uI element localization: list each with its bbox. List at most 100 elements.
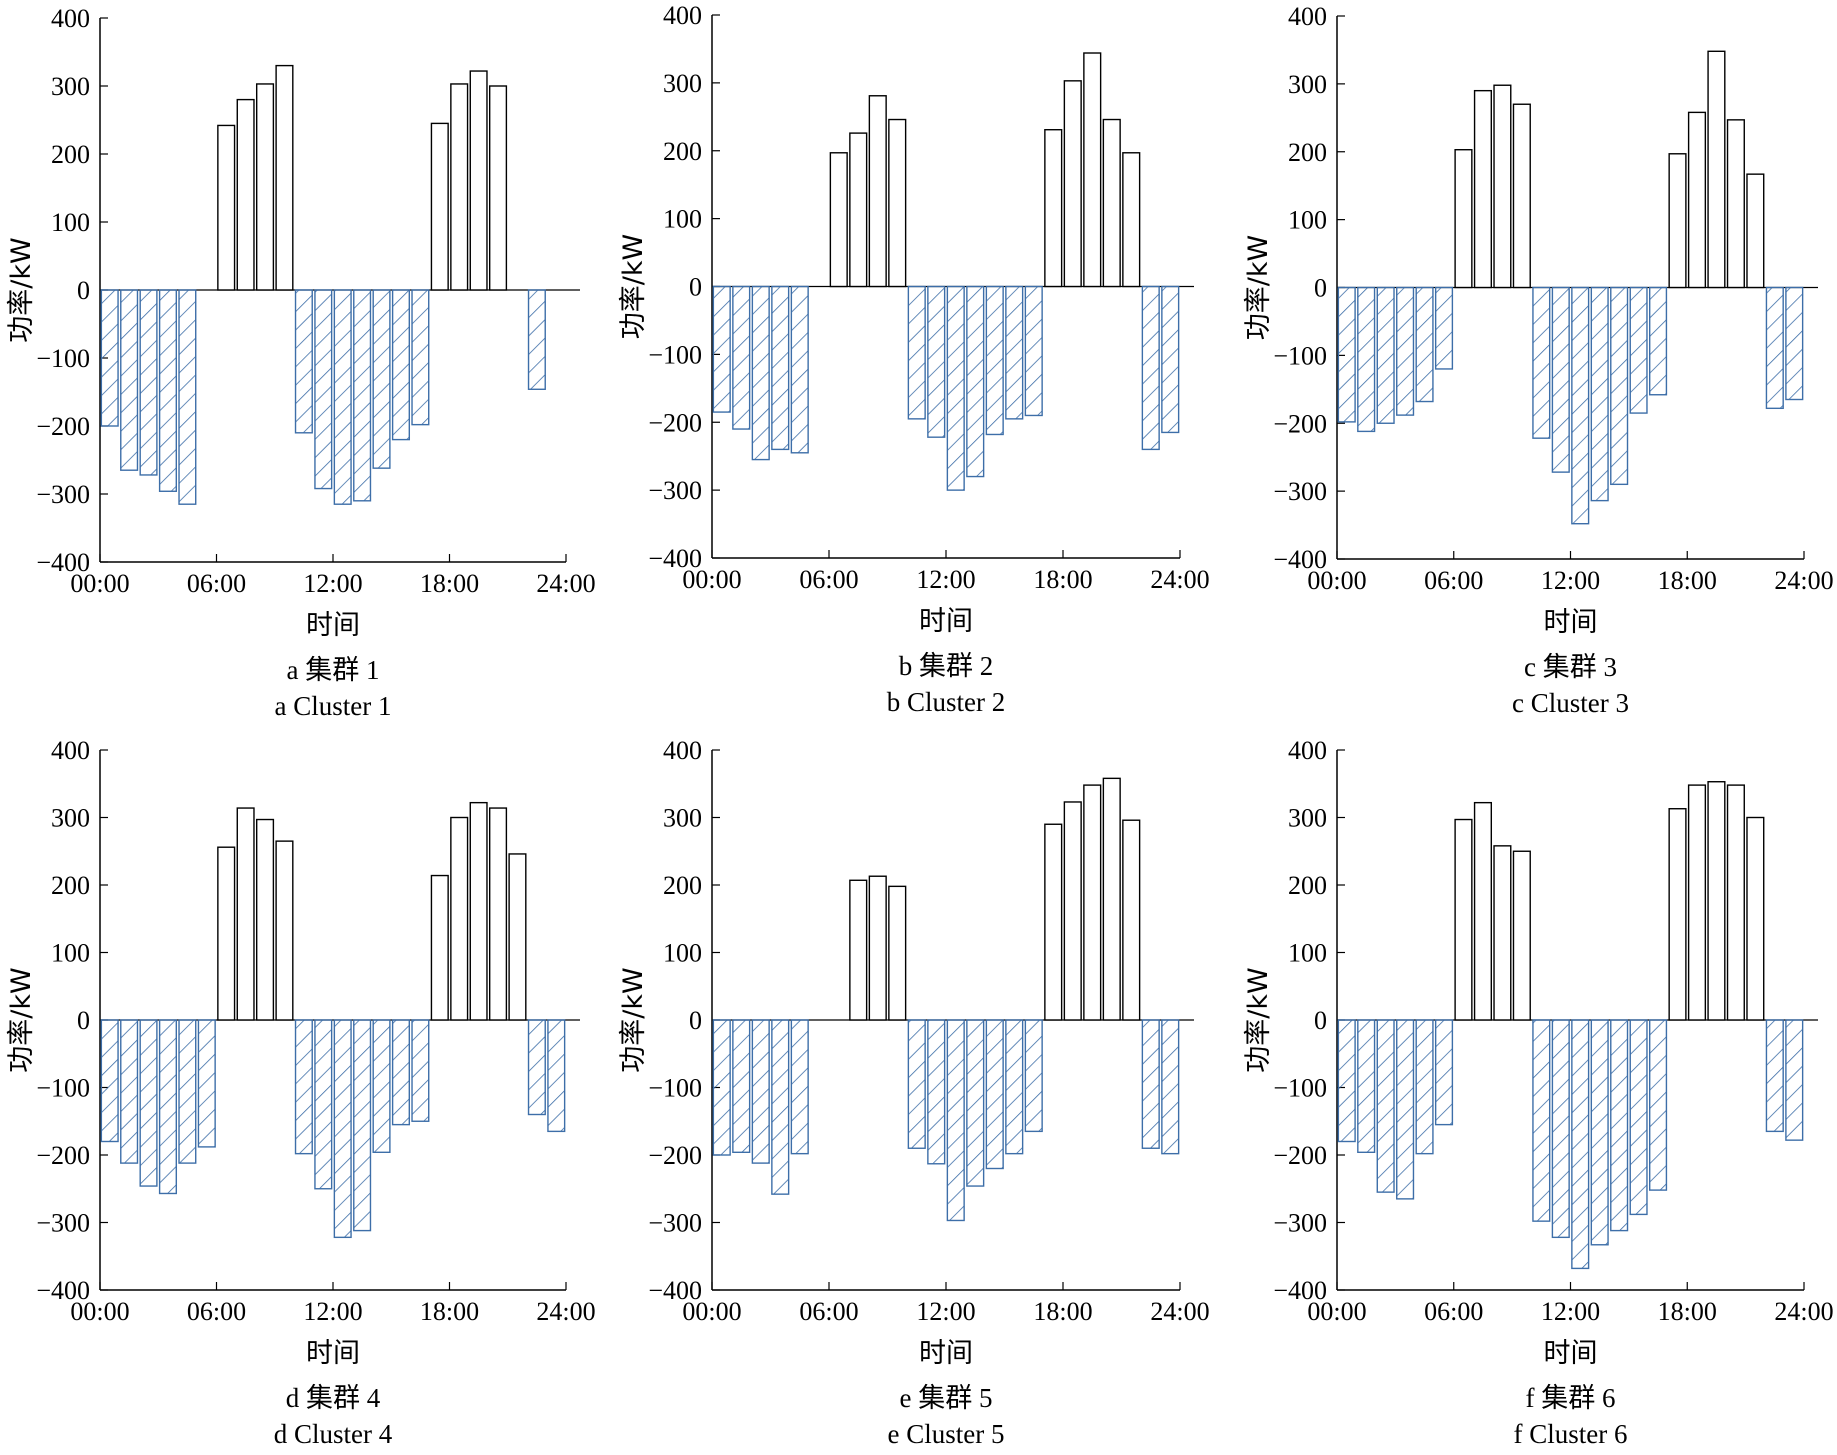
panel-caption-en: f Cluster 6 xyxy=(1514,1419,1628,1449)
x-tick-label: 12:00 xyxy=(303,569,362,598)
bar-negative xyxy=(907,1019,926,1149)
bar-negative xyxy=(1141,1019,1160,1149)
bar-negative xyxy=(712,285,731,413)
bar-negative xyxy=(158,1019,178,1195)
y-tick-label: 100 xyxy=(1288,206,1327,235)
bar-negative xyxy=(1648,286,1668,396)
bar-positive xyxy=(1473,801,1493,1021)
bar-negative xyxy=(1415,286,1434,403)
bar-negative xyxy=(1337,1019,1356,1143)
y-axis-title: 功率/kW xyxy=(1243,235,1274,340)
x-tick-label: 24:00 xyxy=(1150,1297,1209,1326)
y-tick-label: 400 xyxy=(51,4,90,33)
bar-negative xyxy=(1571,286,1590,525)
bar-negative xyxy=(1376,286,1395,424)
y-tick-label: −200 xyxy=(648,408,702,437)
panel-caption-cn: b 集群 2 xyxy=(899,651,994,681)
bar-positive xyxy=(1726,784,1745,1021)
bar-positive xyxy=(888,118,907,288)
bar-positive xyxy=(1512,850,1531,1021)
y-axis-title: 功率/kW xyxy=(6,237,37,342)
y-tick-label: 200 xyxy=(1288,871,1327,900)
bar-positive xyxy=(450,83,469,291)
bar-negative xyxy=(372,1019,391,1154)
bar-negative xyxy=(1629,286,1648,414)
y-tick-label: 400 xyxy=(663,736,702,765)
y-tick-label: −200 xyxy=(36,412,90,441)
bar-negative xyxy=(411,289,430,426)
y-tick-label: 100 xyxy=(663,205,702,234)
bar-positive xyxy=(1707,50,1726,289)
y-tick-label: 300 xyxy=(663,69,702,98)
x-tick-label: 06:00 xyxy=(799,565,858,594)
x-tick-label: 24:00 xyxy=(536,1297,595,1326)
bar-negative xyxy=(1161,285,1180,434)
y-tick-label: 100 xyxy=(1288,939,1327,968)
bar-negative xyxy=(1434,1019,1454,1126)
bar-negative xyxy=(1551,1019,1570,1239)
panel-caption-en: d Cluster 4 xyxy=(274,1419,393,1449)
bar-negative xyxy=(527,289,546,390)
bar-positive xyxy=(1044,129,1063,288)
x-tick-label: 06:00 xyxy=(1424,566,1483,595)
x-tick-label: 12:00 xyxy=(303,1297,362,1326)
x-tick-label: 24:00 xyxy=(1774,566,1833,595)
x-tick-label: 18:00 xyxy=(420,569,479,598)
bar-positive xyxy=(236,98,255,291)
panel-caption-en: c Cluster 3 xyxy=(1512,688,1629,718)
x-tick-label: 12:00 xyxy=(1541,566,1600,595)
y-tick-label: 300 xyxy=(663,804,702,833)
y-tick-label: −100 xyxy=(648,1074,702,1103)
y-tick-label: −100 xyxy=(1273,341,1327,370)
x-tick-label: 18:00 xyxy=(1658,1297,1717,1326)
y-tick-label: −400 xyxy=(648,544,702,573)
bar-negative xyxy=(966,1019,985,1187)
bar-positive xyxy=(217,124,236,291)
x-tick-label: 00:00 xyxy=(1307,566,1366,595)
bar-positive xyxy=(1454,149,1473,289)
bar-negative xyxy=(712,1019,731,1156)
bar-negative xyxy=(178,1019,197,1164)
bar-positive xyxy=(1668,808,1687,1021)
bar-negative xyxy=(1005,285,1024,420)
y-tick-label: 300 xyxy=(51,72,90,101)
x-axis-title: 时间 xyxy=(919,606,973,637)
bar-negative xyxy=(197,1019,216,1148)
bar-negative xyxy=(771,285,790,451)
bar-negative xyxy=(1161,1019,1180,1155)
x-tick-label: 06:00 xyxy=(1424,1297,1483,1326)
bar-negative xyxy=(1024,1019,1043,1133)
bar-positive xyxy=(888,885,907,1021)
y-tick-label: −100 xyxy=(36,344,90,373)
y-axis-title: 功率/kW xyxy=(618,967,649,1072)
x-tick-label: 00:00 xyxy=(70,569,129,598)
y-tick-label: −300 xyxy=(36,1209,90,1238)
bar-negative xyxy=(527,1019,546,1116)
bar-negative xyxy=(1357,1019,1376,1154)
x-tick-label: 00:00 xyxy=(70,1297,129,1326)
bar-positive xyxy=(849,879,868,1021)
bar-negative xyxy=(1571,1019,1590,1270)
x-tick-label: 12:00 xyxy=(916,1297,975,1326)
y-tick-label: 0 xyxy=(77,276,90,305)
y-tick-label: 200 xyxy=(51,140,90,169)
y-tick-label: 100 xyxy=(51,208,90,237)
bar-negative xyxy=(790,1019,809,1155)
y-tick-label: −400 xyxy=(36,1276,90,1305)
bar-positive xyxy=(217,846,236,1021)
bar-negative xyxy=(391,289,411,441)
y-tick-label: 300 xyxy=(1288,804,1327,833)
x-tick-label: 12:00 xyxy=(916,565,975,594)
bar-positive xyxy=(1493,84,1512,289)
bar-negative xyxy=(353,1019,372,1232)
bar-positive xyxy=(275,840,294,1021)
panel-caption-cn: a 集群 1 xyxy=(287,655,380,685)
bar-negative xyxy=(1005,1019,1024,1155)
bar-positive xyxy=(469,801,488,1021)
y-tick-label: 0 xyxy=(1314,1006,1327,1035)
x-tick-label: 12:00 xyxy=(1541,1297,1600,1326)
